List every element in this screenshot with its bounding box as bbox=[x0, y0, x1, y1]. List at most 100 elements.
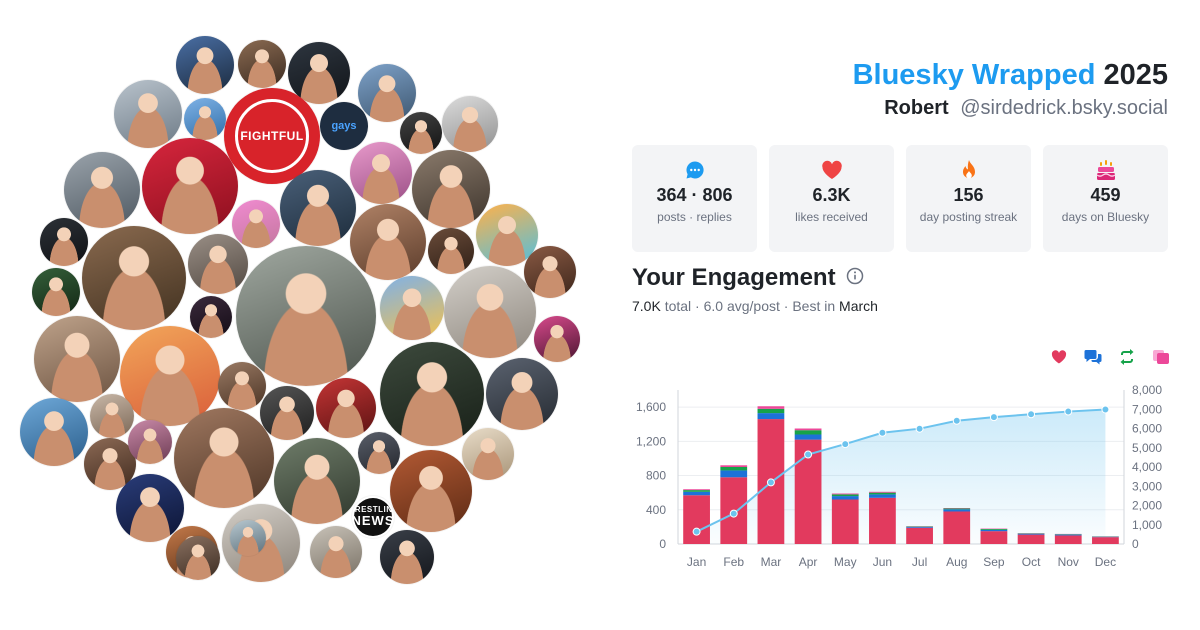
user-line: Robert @sirdedrick.bsky.social bbox=[853, 96, 1168, 120]
avatar[interactable] bbox=[174, 408, 274, 508]
engagement-avg: 6.0 avg/post bbox=[703, 298, 780, 314]
avatar[interactable] bbox=[280, 170, 356, 246]
page-title: Bluesky Wrapped 2025 bbox=[853, 58, 1168, 92]
avatar[interactable] bbox=[90, 394, 134, 438]
cumulative-point bbox=[1027, 410, 1036, 419]
avatar[interactable] bbox=[236, 246, 376, 386]
avatar[interactable] bbox=[476, 204, 538, 266]
avatar[interactable] bbox=[114, 80, 182, 148]
x-tick-label: Jun bbox=[873, 555, 892, 569]
engagement-best-month: March bbox=[839, 298, 878, 314]
replies-toggle-reply-icon[interactable] bbox=[1084, 348, 1102, 366]
avatar[interactable] bbox=[190, 296, 232, 338]
avatar[interactable] bbox=[274, 438, 360, 524]
avatar[interactable] bbox=[380, 530, 434, 584]
likes-toggle-heart-icon[interactable] bbox=[1050, 348, 1068, 366]
avatar[interactable] bbox=[358, 64, 416, 122]
avatar[interactable] bbox=[288, 42, 350, 104]
stat-value: 459 bbox=[1090, 185, 1121, 205]
y-left-tick-label: 1,600 bbox=[636, 400, 666, 414]
logo-inner: WRESTLINGNEWS bbox=[352, 498, 394, 536]
avatar[interactable] bbox=[260, 386, 314, 440]
bar-segment bbox=[683, 489, 710, 491]
stat-label: days on Bluesky bbox=[1061, 210, 1150, 224]
avatar[interactable] bbox=[40, 218, 88, 266]
avatar[interactable] bbox=[350, 142, 412, 204]
avatar[interactable] bbox=[358, 432, 400, 474]
avatar[interactable]: WRESTLINGNEWS bbox=[352, 496, 394, 538]
avatar[interactable] bbox=[20, 398, 88, 466]
y-left-tick-label: 0 bbox=[659, 537, 666, 551]
display-name: Robert bbox=[884, 97, 949, 119]
avatar[interactable] bbox=[310, 526, 362, 578]
avatar[interactable] bbox=[218, 362, 266, 410]
avatar[interactable] bbox=[380, 276, 444, 340]
bar-segment bbox=[720, 465, 748, 467]
avatar-text: gays bbox=[331, 120, 357, 132]
bar-segment bbox=[794, 434, 822, 440]
avatar[interactable] bbox=[184, 98, 226, 140]
reposts-toggle-repost-icon[interactable] bbox=[1118, 348, 1136, 366]
avatar[interactable] bbox=[238, 40, 286, 88]
quotes-toggle-quote-icon[interactable] bbox=[1152, 348, 1170, 366]
title-brand: Bluesky Wrapped bbox=[852, 59, 1096, 91]
bar-segment bbox=[1054, 534, 1082, 536]
avatar[interactable] bbox=[128, 420, 172, 464]
avatar[interactable] bbox=[142, 138, 238, 234]
avatar[interactable] bbox=[64, 152, 140, 228]
bar-segment bbox=[943, 508, 971, 510]
bar-segment bbox=[683, 491, 710, 496]
avatar[interactable] bbox=[390, 450, 472, 532]
y-left-tick-label: 800 bbox=[646, 469, 666, 483]
cumulative-point bbox=[692, 527, 701, 536]
avatar[interactable] bbox=[120, 326, 220, 426]
stat-card-posts: 364 · 806 posts · replies bbox=[632, 145, 757, 252]
cumulative-point bbox=[878, 428, 887, 437]
user-handle[interactable]: @sirdedrick.bsky.social bbox=[960, 97, 1168, 119]
cumulative-point bbox=[729, 509, 738, 518]
avatar[interactable] bbox=[442, 96, 498, 152]
engagement-heading: Your Engagement bbox=[632, 264, 864, 292]
engagement-title: Your Engagement bbox=[632, 264, 836, 291]
cumulative-point bbox=[804, 450, 813, 459]
y-right-tick-label: 4,000 bbox=[1132, 460, 1162, 474]
avatar-cluster: FIGHTFUL gays WRESTLINGNEWS bbox=[20, 36, 580, 584]
stat-label: posts · replies bbox=[657, 210, 732, 224]
avatar[interactable] bbox=[524, 246, 576, 298]
bar-segment bbox=[683, 490, 710, 492]
x-tick-label: Oct bbox=[1022, 555, 1041, 569]
avatar[interactable] bbox=[176, 536, 220, 580]
bar-segment bbox=[980, 529, 1008, 532]
avatar[interactable] bbox=[462, 428, 514, 480]
avatar[interactable] bbox=[230, 520, 266, 556]
y-right-tick-label: 8,000 bbox=[1132, 383, 1162, 397]
avatar[interactable] bbox=[400, 112, 442, 154]
avatar[interactable] bbox=[32, 268, 80, 316]
avatar[interactable] bbox=[412, 150, 490, 228]
avatar[interactable] bbox=[444, 266, 536, 358]
avatar[interactable] bbox=[316, 378, 376, 438]
avatar[interactable] bbox=[176, 36, 234, 94]
stat-value: 6.3K bbox=[812, 185, 851, 205]
avatar[interactable] bbox=[380, 342, 484, 446]
avatar[interactable] bbox=[486, 358, 558, 430]
stat-card-streak: 156 day posting streak bbox=[906, 145, 1031, 252]
avatar[interactable] bbox=[34, 316, 120, 402]
avatar[interactable] bbox=[534, 316, 580, 362]
cumulative-point bbox=[952, 416, 961, 425]
cumulative-point bbox=[915, 424, 924, 433]
avatar[interactable] bbox=[82, 226, 186, 330]
avatar[interactable]: FIGHTFUL bbox=[224, 88, 320, 184]
y-right-tick-label: 0 bbox=[1132, 537, 1139, 551]
x-tick-label: Apr bbox=[799, 555, 818, 569]
cumulative-point bbox=[841, 440, 850, 449]
avatar[interactable] bbox=[116, 474, 184, 542]
avatar[interactable] bbox=[428, 228, 474, 274]
x-tick-label: Dec bbox=[1095, 555, 1116, 569]
avatar[interactable]: gays bbox=[320, 102, 368, 150]
avatar[interactable] bbox=[232, 200, 280, 248]
heart-icon bbox=[821, 159, 843, 181]
avatar[interactable] bbox=[350, 204, 426, 280]
avatar[interactable] bbox=[188, 234, 248, 294]
info-icon[interactable] bbox=[846, 267, 864, 290]
